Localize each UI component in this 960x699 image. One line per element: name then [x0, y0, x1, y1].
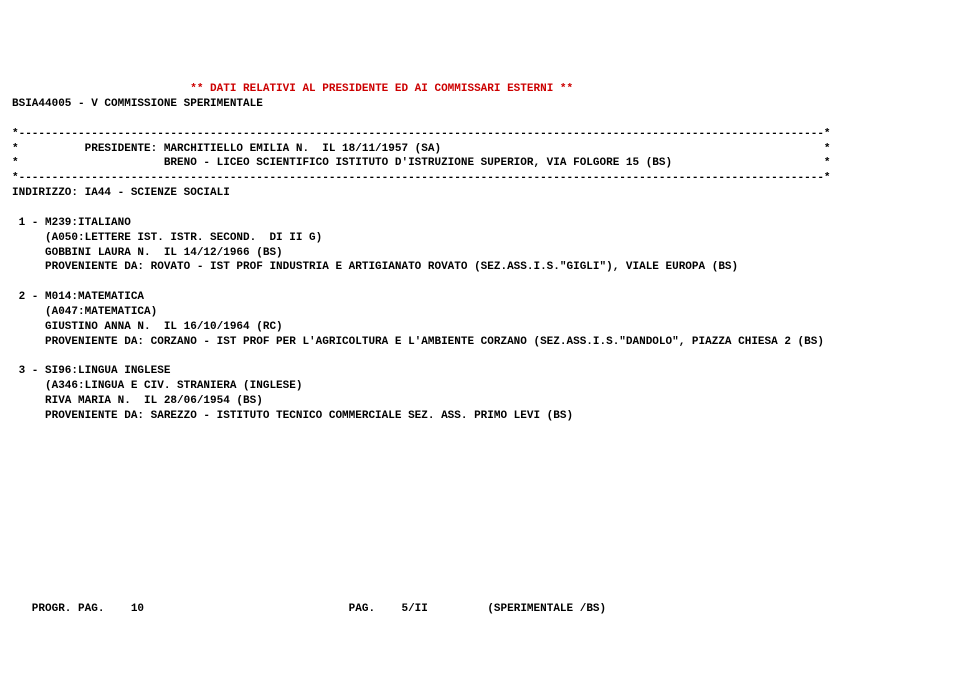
entry-1-prov: PROVENIENTE DA: ROVATO - IST PROF INDUST… [12, 261, 738, 273]
entry-1-num: 1 - M239:ITALIANO [12, 217, 131, 229]
footer-right: (SPERIMENTALE /BS) [487, 603, 606, 615]
hr-top: *---------------------------------------… [12, 128, 831, 140]
footer-line: PROGR. PAG. 10 PAG. 5/II (SPERIMENTALE /… [12, 603, 606, 615]
entry-2-num: 2 - M014:MATEMATICA [12, 291, 144, 303]
entry-2-name: GIUSTINO ANNA N. IL 16/10/1964 (RC) [12, 321, 283, 333]
presidente-line: * PRESIDENTE: MARCHITIELLO EMILIA N. IL … [12, 143, 831, 155]
entry-2-prov: PROVENIENTE DA: CORZANO - IST PROF PER L… [12, 336, 824, 348]
entry-3-sub: (A346:LINGUA E CIV. STRANIERA (INGLESE) [12, 380, 302, 392]
hr-bottom: *---------------------------------------… [12, 172, 831, 184]
entry-1-sub: (A050:LETTERE IST. ISTR. SECOND. DI II G… [12, 232, 322, 244]
footer-left: PROGR. PAG. 10 [12, 603, 144, 615]
presidente-line2: * BRENO - LICEO SCIENTIFICO ISTITUTO D'I… [12, 157, 831, 169]
entry-2-sub: (A047:MATEMATICA) [12, 306, 157, 318]
footer-mid: PAG. 5/II [349, 603, 428, 615]
indirizzo-line: INDIRIZZO: IA44 - SCIENZE SOCIALI [12, 187, 230, 199]
header-title: ** DATI RELATIVI AL PRESIDENTE ED AI COM… [12, 83, 573, 95]
document-root: ** DATI RELATIVI AL PRESIDENTE ED AI COM… [12, 67, 948, 616]
entry-3-name: RIVA MARIA N. IL 28/06/1954 (BS) [12, 395, 263, 407]
entry-3-num: 3 - SI96:LINGUA INGLESE [12, 365, 170, 377]
entry-1-name: GOBBINI LAURA N. IL 14/12/1966 (BS) [12, 247, 283, 259]
entry-3-prov: PROVENIENTE DA: SAREZZO - ISTITUTO TECNI… [12, 410, 573, 422]
header-code: BSIA44005 - V COMMISSIONE SPERIMENTALE [12, 98, 263, 110]
